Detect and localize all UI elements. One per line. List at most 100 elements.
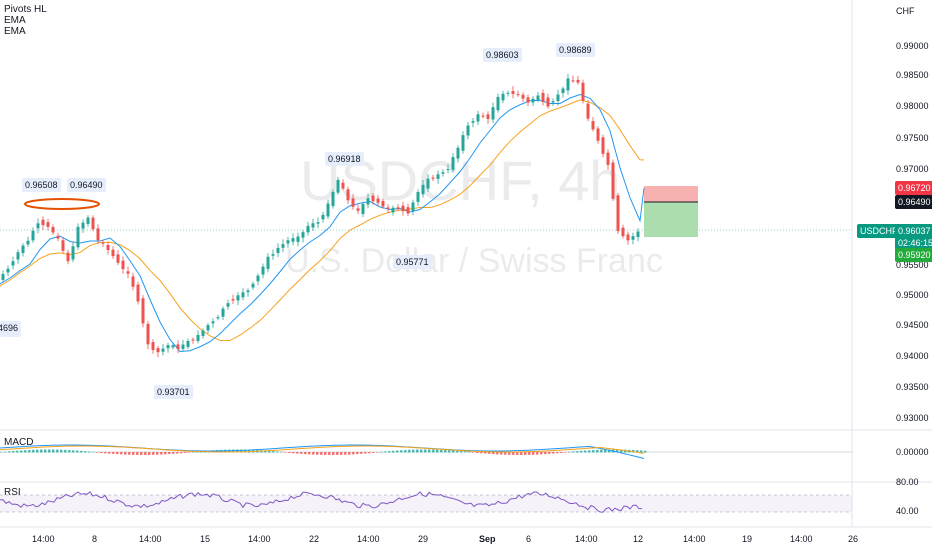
macd-bar <box>580 450 583 453</box>
rsi-upper-level: 80.00 <box>896 477 919 487</box>
macd-bar <box>240 449 243 453</box>
price-tick: 0.93000 <box>896 413 929 423</box>
macd-bar <box>548 452 551 454</box>
macd-bar <box>572 451 575 453</box>
macd-bar <box>12 451 15 453</box>
candle <box>231 299 235 301</box>
symbol-tag[interactable]: USDCHF <box>857 224 901 238</box>
pivot-label[interactable]: 0.98689 <box>556 43 595 57</box>
take-profit-zone[interactable] <box>644 202 698 237</box>
macd-bar <box>296 452 299 454</box>
highlight-ellipse[interactable] <box>24 198 100 210</box>
macd-bar <box>176 452 179 454</box>
macd-bar <box>504 452 507 455</box>
macd-bar <box>80 450 83 453</box>
candle <box>481 115 485 117</box>
candle <box>461 135 465 151</box>
last-price-tag: 0.96037 <box>895 224 932 238</box>
macd-bar <box>84 451 87 453</box>
legend-item-ema-2[interactable]: EMA <box>4 26 26 37</box>
macd-bar <box>164 452 167 455</box>
candle <box>266 256 270 269</box>
candle <box>636 231 640 238</box>
macd-bar <box>8 451 11 453</box>
pivot-label[interactable]: 0.95771 <box>393 255 432 269</box>
time-tick: 22 <box>309 534 320 544</box>
macd-bar <box>360 452 363 454</box>
macd-bar <box>96 452 99 453</box>
pivot-label[interactable]: 0.93701 <box>154 385 193 399</box>
pivot-label[interactable]: 0.96918 <box>325 152 364 166</box>
candle <box>271 254 275 256</box>
macd-bar <box>280 451 283 453</box>
candle <box>61 240 65 251</box>
macd-bar <box>440 449 443 453</box>
macd-bar <box>476 452 479 453</box>
candle <box>491 107 495 120</box>
legend-item-pivots[interactable]: Pivots HL <box>4 4 47 15</box>
rsi-title[interactable]: RSI <box>4 487 21 498</box>
ema-slow-line[interactable] <box>0 99 645 342</box>
macd-bar <box>32 449 35 453</box>
macd-bar <box>364 452 367 454</box>
price-tick: 0.99000 <box>896 41 929 51</box>
pivot-label[interactable]: 0.96490 <box>67 178 106 192</box>
candle <box>51 227 55 233</box>
candle <box>1 274 5 280</box>
candle <box>81 222 85 229</box>
macd-bar <box>480 452 483 454</box>
candle <box>451 157 455 170</box>
macd-bar <box>460 451 463 453</box>
candle <box>551 101 555 103</box>
macd-bar <box>352 452 355 455</box>
candle <box>316 222 320 224</box>
macd-bar <box>468 451 471 453</box>
time-tick: 8 <box>92 534 98 544</box>
pivot-label[interactable]: 0.98603 <box>483 48 522 62</box>
rsi-line[interactable] <box>0 491 643 513</box>
candle <box>336 179 340 193</box>
price-tick: 0.98000 <box>896 101 929 111</box>
macd-bar <box>188 452 191 453</box>
macd-bar <box>76 450 79 453</box>
ema-fast-line[interactable] <box>0 93 645 353</box>
macd-title[interactable]: MACD <box>4 437 34 448</box>
macd-bar <box>116 452 119 455</box>
candle <box>216 317 220 319</box>
macd-bar <box>524 452 527 455</box>
macd-bar <box>520 452 523 455</box>
macd-bar <box>180 452 183 454</box>
macd-bar <box>48 449 51 453</box>
countdown-tag: 02:46:15 <box>895 236 932 250</box>
pivot-label[interactable]: 0.94696 <box>0 321 21 337</box>
macd-bar <box>264 450 267 453</box>
legend-item-ema-1[interactable]: EMA <box>4 15 26 26</box>
macd-bar <box>68 450 71 453</box>
candle <box>196 335 200 341</box>
candle <box>56 235 60 239</box>
time-tick: 14:00 <box>575 534 598 544</box>
macd-bar <box>28 449 31 453</box>
pivot-label[interactable]: 0.96508 <box>22 178 61 192</box>
candle <box>281 244 285 248</box>
macd-signal-line[interactable] <box>0 445 645 454</box>
candle <box>516 94 520 96</box>
candle <box>126 271 130 274</box>
macd-bar <box>276 451 279 453</box>
time-tick: 14:00 <box>357 534 380 544</box>
candle <box>376 198 380 203</box>
candle <box>501 93 505 101</box>
macd-bar <box>536 452 539 455</box>
macd-bar <box>36 449 39 453</box>
candle <box>471 121 475 123</box>
price-tick: 0.98500 <box>896 70 929 80</box>
macd-bar <box>560 452 563 453</box>
candle <box>606 152 610 165</box>
stop-loss-zone[interactable] <box>644 186 698 202</box>
time-tick: 26 <box>848 534 859 544</box>
candle <box>301 232 305 238</box>
candle <box>6 268 10 273</box>
macd-bar <box>340 452 343 455</box>
macd-bar <box>288 452 291 453</box>
